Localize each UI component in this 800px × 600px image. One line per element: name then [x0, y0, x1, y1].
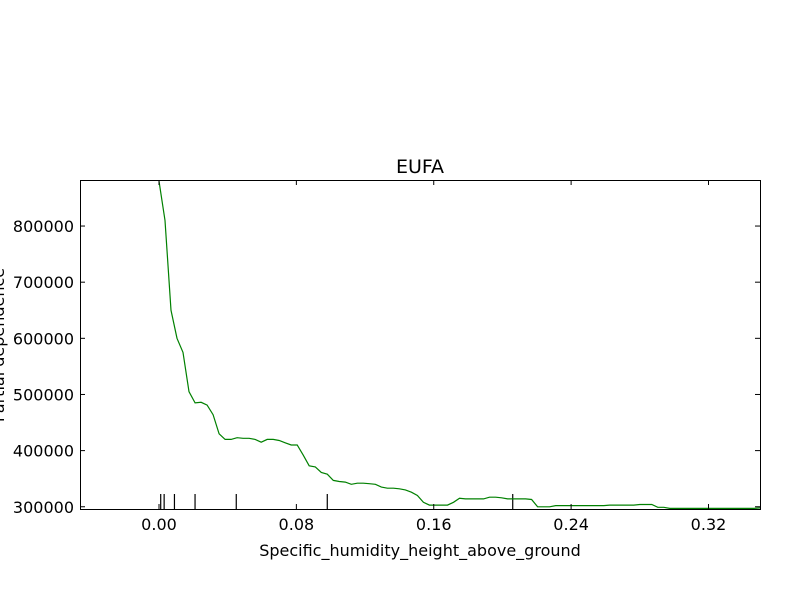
y-axis-label: Partial dependence: [0, 268, 8, 422]
chart-title: EUFA: [396, 156, 444, 178]
plot-area: [80, 180, 761, 510]
x-tick-label: 0.08: [279, 515, 315, 534]
x-tick-label: 0.00: [141, 515, 177, 534]
rug-marks: [160, 494, 514, 509]
series-line: [158, 181, 761, 509]
plot-frame: [80, 180, 761, 510]
y-tick-label: 400000: [13, 442, 74, 461]
x-tick-label: 0.16: [416, 515, 452, 534]
x-tick-label: 0.32: [691, 515, 727, 534]
y-tick-label: 700000: [13, 273, 74, 292]
y-tick-label: 500000: [13, 385, 74, 404]
x-axis: 0.00 0.08 0.16 0.24 0.32: [141, 180, 726, 534]
x-tick-label: 0.24: [553, 515, 589, 534]
y-axis: 300000 400000 500000 600000 700000 800000: [13, 217, 760, 517]
y-tick-label: 300000: [13, 498, 74, 517]
y-tick-label: 800000: [13, 217, 74, 236]
x-axis-label: Specific_humidity_height_above_ground: [259, 541, 581, 561]
y-tick-label: 600000: [13, 329, 74, 348]
